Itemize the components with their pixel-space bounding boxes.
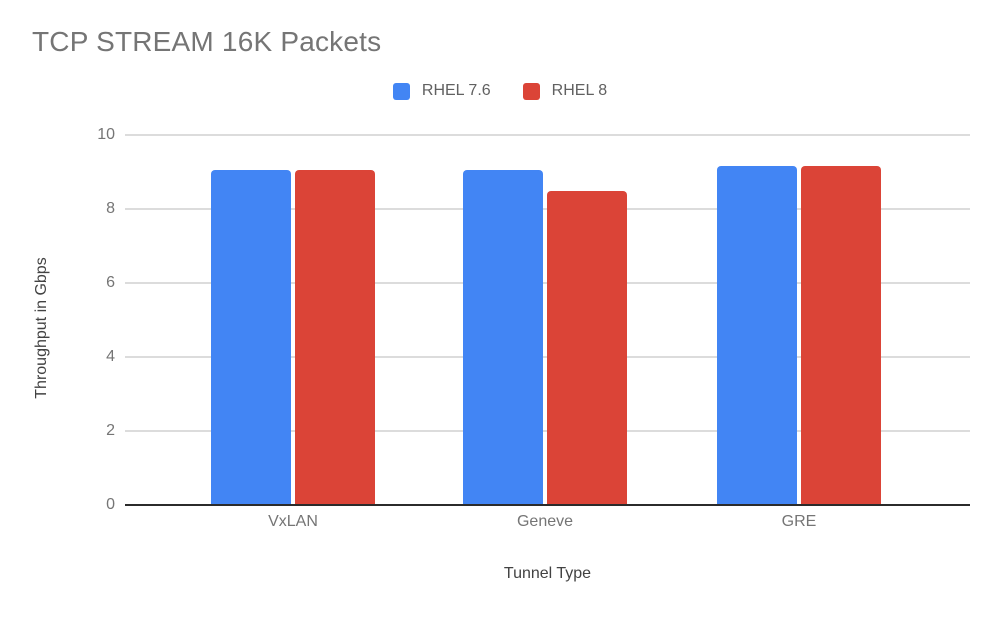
legend-item-rhel-8: RHEL 8 (522, 82, 608, 100)
y-axis-tick-label: 4 (106, 348, 115, 365)
bar-rhel-8-gre (801, 166, 881, 505)
bar-rhel-7-6-geneve (463, 170, 543, 505)
bar-rhel-7-6-gre (717, 166, 797, 505)
y-axis-title: Throughput in Gbps (33, 257, 50, 399)
x-axis-tick-label: GRE (781, 513, 817, 530)
x-axis-title: Tunnel Type (503, 565, 592, 582)
legend-label: RHEL 8 (551, 82, 608, 99)
y-axis-tick-label: 8 (106, 200, 115, 217)
legend: RHEL 7.6 RHEL 8 (0, 82, 1000, 100)
x-axis-tick-label: Geneve (516, 513, 574, 530)
gridline (125, 134, 970, 136)
bar-rhel-8-vxlan (295, 170, 375, 505)
y-axis-tick-label: 10 (97, 126, 115, 143)
legend-swatch-rhel-7-6 (392, 82, 410, 100)
legend-swatch-rhel-8 (522, 82, 540, 100)
chart-title: TCP STREAM 16K Packets (32, 26, 382, 57)
x-axis-tick-label: VxLAN (268, 513, 318, 530)
y-axis-tick-label: 6 (106, 274, 115, 291)
plot-area (125, 134, 970, 506)
legend-label: RHEL 7.6 (421, 82, 491, 99)
legend-item-rhel-7-6: RHEL 7.6 (392, 82, 491, 100)
bar-rhel-7-6-vxlan (211, 170, 291, 505)
bar-rhel-8-geneve (547, 190, 627, 505)
x-axis-baseline (125, 504, 970, 506)
y-axis-tick-label: 2 (106, 422, 115, 439)
y-axis-tick-label: 0 (106, 496, 115, 513)
